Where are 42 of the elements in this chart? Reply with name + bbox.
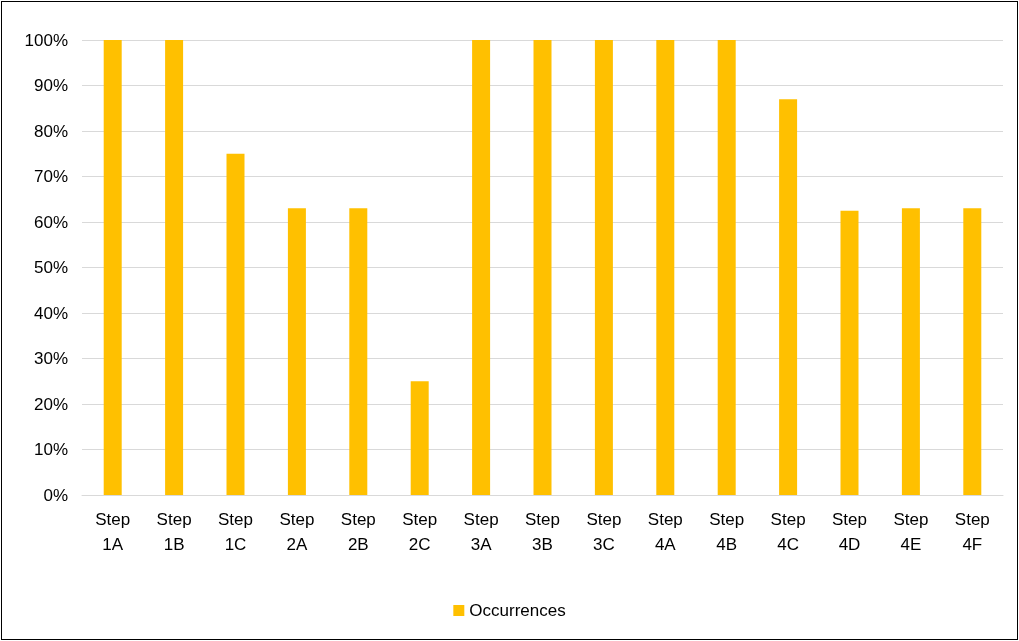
y-tick-label: 100% — [24, 30, 68, 50]
x-tick-label: Step 3B — [525, 510, 560, 554]
bar — [472, 40, 491, 495]
x-tick-label: Step 2C — [402, 510, 438, 554]
bar — [287, 208, 306, 495]
y-tick-label: 30% — [33, 349, 68, 368]
x-tick-label: Step 3A — [463, 510, 499, 554]
bar — [533, 40, 552, 495]
y-tick-label: 90% — [33, 76, 68, 95]
bar — [901, 208, 920, 495]
bar — [717, 40, 736, 495]
bar — [349, 208, 368, 495]
y-tick-label: 60% — [33, 212, 68, 232]
y-tick-label: 20% — [33, 394, 68, 414]
y-tick-label: 80% — [33, 121, 68, 141]
bar — [840, 210, 859, 495]
bar — [594, 40, 613, 495]
x-tick-label: Step 1C — [218, 510, 253, 554]
y-tick-label: 50% — [33, 258, 68, 277]
bar — [226, 153, 245, 495]
x-tick-label: Step 4E — [893, 510, 929, 554]
x-tick-label: Step 1B — [156, 510, 192, 554]
y-tick-label: 0% — [43, 485, 68, 505]
bar — [165, 40, 184, 495]
x-tick-label: Step 3C — [586, 510, 622, 554]
legend-label: Occurrences — [469, 601, 566, 620]
x-tick-label: Step 4C — [770, 510, 806, 554]
bar — [656, 40, 675, 495]
y-tick-label: 70% — [33, 167, 68, 186]
bar — [779, 99, 798, 495]
bar — [103, 40, 122, 495]
bar — [963, 208, 982, 495]
y-tick-label: 10% — [33, 440, 68, 459]
bar — [410, 381, 429, 495]
x-tick-label: Step 2A — [279, 510, 315, 554]
x-tick-label: Step 4A — [647, 510, 683, 554]
x-tick-label: Step 4F — [954, 510, 990, 554]
x-tick-label: Step 4D — [832, 510, 867, 554]
x-tick-label: Step 1A — [95, 510, 131, 554]
x-tick-label: Step 4B — [709, 510, 745, 554]
x-tick-label: Step 2B — [340, 510, 376, 554]
y-tick-label: 40% — [33, 303, 68, 323]
